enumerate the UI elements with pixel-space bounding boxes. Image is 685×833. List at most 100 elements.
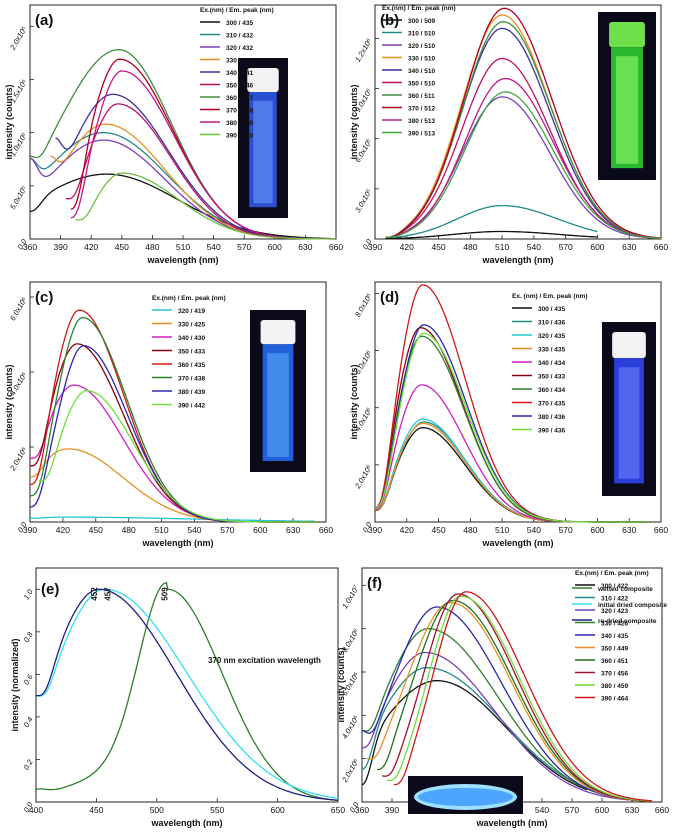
inset-photo	[238, 58, 288, 218]
cuvette-glow	[618, 367, 640, 479]
legend-label: 380 / 436	[538, 414, 565, 421]
panels-group: 360 390 420 450 480 510 540 570 600 630 6600.05.0x…	[4, 4, 669, 828]
x-tick-label: 570	[237, 242, 251, 252]
x-tick-label: 550	[210, 805, 224, 815]
series-line-390436	[374, 332, 651, 523]
series-line-300509	[385, 230, 598, 239]
series-line-360447	[29, 49, 336, 240]
film-core	[418, 788, 513, 806]
y-tick-label: 5.0x10⁵	[8, 184, 29, 211]
x-tick-label: 510	[495, 242, 509, 252]
panel-c: 390 420 450 480 510 540 570 600 630 6600.02.0x10⁶…	[4, 281, 333, 548]
y-tick-label: 1.0x10⁷	[340, 584, 361, 611]
legend-label: 390 / 513	[408, 131, 435, 138]
x-tick-label: 540	[207, 242, 221, 252]
x-tick-label: 510	[176, 242, 190, 252]
legend-label: 340 / 435	[601, 633, 628, 640]
series-line-re-driedcomposite	[35, 588, 339, 801]
series-line-370448	[70, 58, 336, 240]
cuvette-glow	[267, 353, 289, 457]
legend-label: 350 / 433	[178, 349, 205, 356]
legend-label: re-dried composite	[598, 618, 657, 625]
x-tick-label: 510	[154, 525, 168, 535]
plot-frame	[35, 567, 339, 803]
x-tick-label: 360	[355, 805, 369, 815]
series-line-300422	[361, 680, 588, 791]
legend-label: 360 / 511	[408, 93, 435, 100]
peak-label: 509	[161, 587, 170, 601]
x-axis-label: wavelength (nm)	[141, 538, 213, 548]
legend-label: 390 / 436	[538, 428, 565, 435]
inset-photo	[602, 322, 656, 496]
x-tick-label: 500	[150, 805, 164, 815]
y-tick-label: 0.6	[22, 672, 35, 686]
series-line-320419	[29, 516, 315, 522]
legend: wetted composite initial dried composite r…	[572, 586, 667, 625]
y-axis-label: intensity (normalized)	[10, 638, 20, 731]
legend-label: 330 / 425	[178, 322, 205, 329]
series-line-380459	[386, 595, 653, 802]
legend-label: 390 / 442	[178, 403, 205, 410]
y-tick-label: 8.0x10⁶	[353, 292, 374, 319]
y-axis-label: intensity (counts)	[4, 84, 14, 159]
y-tick-label: 2.0x10⁶	[353, 463, 374, 491]
legend-label: 390 / 464	[601, 696, 628, 703]
legend: Ex. (nm) / Em. peak (nm) 300 / 435 310 / 4…	[512, 293, 588, 435]
legend-title: Ex.(nm) / Em. peak (nm)	[200, 7, 274, 14]
legend-label: initial dried composite	[598, 602, 667, 609]
legend-label: 310 / 436	[538, 320, 565, 327]
legend-label: 380 / 439	[178, 389, 205, 396]
x-tick-label: 600	[590, 525, 604, 535]
legend: Ex.(nm) / Em. peak (nm) 300 / 435 310 / 43…	[200, 7, 274, 140]
x-tick-label: 660	[655, 805, 669, 815]
cuvette-glow	[615, 56, 639, 164]
x-axis-label: wavelength (nm)	[150, 818, 222, 828]
legend-label: 340 / 434	[538, 360, 565, 367]
legend-title: Ex.(nm) / Em. peak (nm)	[575, 570, 649, 577]
series-line-390442	[38, 390, 315, 523]
y-axis-label: intensity (counts)	[349, 364, 359, 439]
legend-label: 330 / 435	[538, 347, 565, 354]
legend-label: 370 / 448	[226, 108, 253, 115]
legend-label: 300 / 435	[538, 306, 565, 313]
legend-label: 310 / 432	[226, 33, 253, 40]
x-tick-label: 600	[590, 242, 604, 252]
series-line-380513	[385, 77, 661, 239]
series-line-340441	[55, 93, 336, 240]
legend-label: 310 / 510	[408, 31, 435, 38]
legend-label: 350 / 446	[226, 83, 253, 90]
x-tick-label: 570	[220, 525, 234, 535]
legend-label: 360 / 447	[226, 95, 253, 102]
x-tick-label: 540	[527, 242, 541, 252]
x-tick-label: 630	[622, 525, 636, 535]
y-tick-label: 1.2x10⁶	[353, 37, 374, 64]
legend-label: 320 / 435	[538, 333, 565, 340]
x-tick-label: 360	[23, 242, 37, 252]
series-line-350449	[367, 602, 653, 802]
series-line-300435	[30, 173, 336, 240]
plot-frame	[374, 4, 662, 240]
x-axis-label: wavelength (nm)	[481, 255, 553, 265]
series-line-390450	[75, 172, 336, 240]
legend-label: 300 / 435	[226, 20, 253, 27]
legend-label: 350 / 433	[538, 374, 565, 381]
plot-frame	[29, 281, 327, 523]
x-tick-label: 540	[187, 525, 201, 535]
x-tick-label: 450	[431, 525, 445, 535]
legend-label: 370 / 456	[601, 671, 628, 678]
x-tick-label: 630	[286, 525, 300, 535]
y-axis-label: intensity (counts)	[4, 364, 14, 439]
cuvette-glow	[253, 100, 273, 204]
legend-label: 300 / 422	[601, 583, 628, 590]
y-tick-label: 3.0x10⁵	[353, 187, 374, 214]
legend-label: 350 / 449	[601, 646, 628, 653]
x-tick-label: 420	[84, 242, 98, 252]
x-tick-label: 450	[431, 242, 445, 252]
x-axis-label: wavelength (nm)	[481, 538, 553, 548]
legend-label: 380 / 459	[601, 683, 628, 690]
cuvette-cap	[612, 332, 646, 359]
legend-label: 340 / 430	[178, 335, 205, 342]
panel-a: 360 390 420 450 480 510 540 570 600 630 6600.05.0x…	[4, 4, 343, 265]
x-tick-label: 450	[89, 525, 103, 535]
y-tick-label: 0.2	[22, 757, 35, 771]
